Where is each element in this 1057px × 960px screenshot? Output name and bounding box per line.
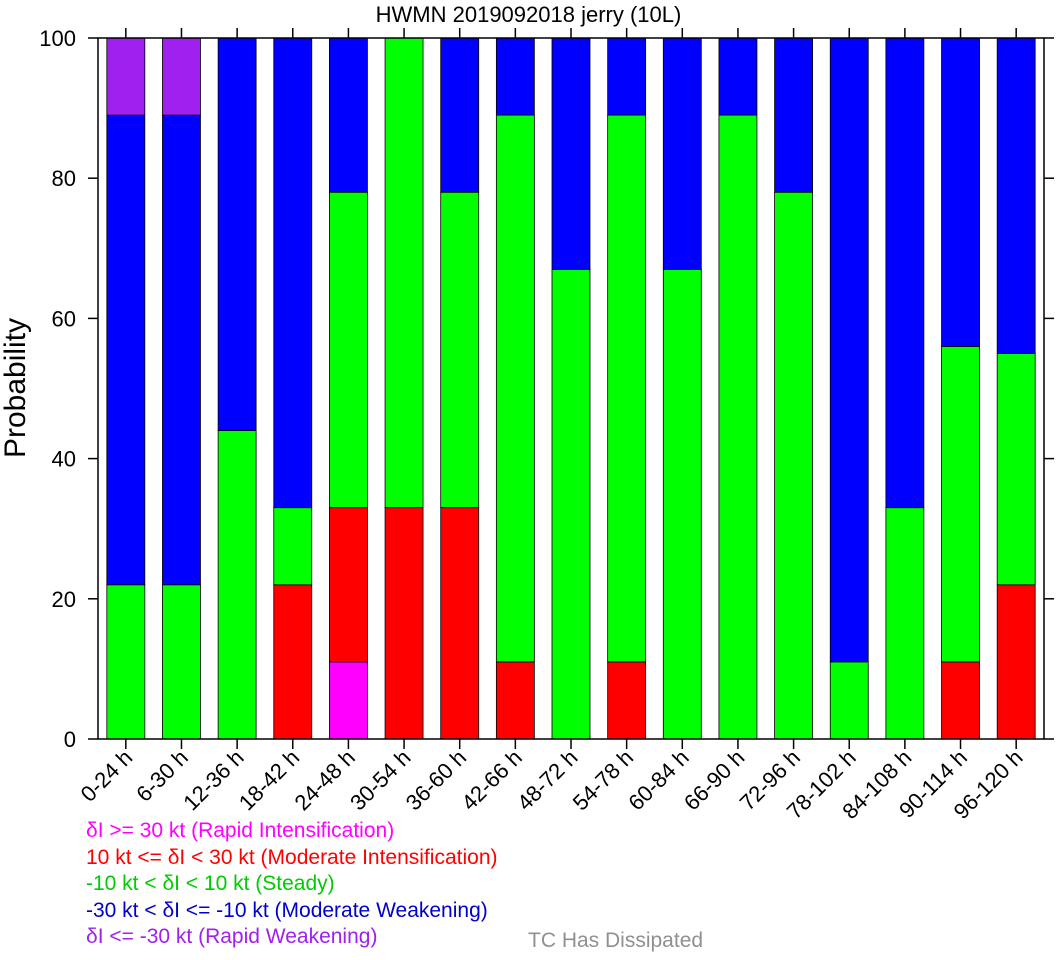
legend-item-rapid-intensification: δI >= 30 kt (Rapid Intensification) xyxy=(86,819,395,842)
y-tick-label: 40 xyxy=(52,447,76,472)
y-tick-label: 0 xyxy=(64,727,76,752)
bar-42-66h-series-3 xyxy=(495,37,535,116)
bar-24-48h-series-0 xyxy=(329,661,368,740)
bar-30-54h-series-2 xyxy=(384,37,424,509)
y-tick-label: 100 xyxy=(39,26,76,51)
bar-90-114h-series-1 xyxy=(941,661,980,740)
y-tick-label: 80 xyxy=(52,166,76,191)
y-axis: 0 20 40 60 80 100 xyxy=(39,26,1054,752)
legend-item-dissipated: TC Has Dissipated xyxy=(528,929,704,952)
x-tick-label: 0-24 h xyxy=(76,745,138,807)
x-tick-label: 54-78 h xyxy=(568,745,638,815)
bar-24-48h-series-1 xyxy=(329,507,368,663)
bar-6-30h-series-4 xyxy=(162,37,201,116)
x-tick-label: 36-60 h xyxy=(401,745,471,815)
bar-90-114h-series-2 xyxy=(941,346,980,663)
bar-96-120h-series-3 xyxy=(996,37,1036,354)
bar-36-60h-series-1 xyxy=(440,507,480,740)
legend: δI >= 30 kt (Rapid Intensification) 10 k… xyxy=(86,818,498,951)
legend-item-moderate-weakening: -30 kt < δI <= -10 kt (Moderate Weakenin… xyxy=(86,898,488,922)
bar-18-42h-series-3 xyxy=(273,37,313,509)
bar-24-48h-series-2 xyxy=(329,191,368,509)
bar-30-54h-series-1 xyxy=(384,507,424,740)
bar-60-84h-series-2 xyxy=(662,268,702,740)
bar-60-84h-series-3 xyxy=(662,37,702,270)
bar-42-66h-series-1 xyxy=(495,661,535,740)
bar-0-24h-series-4 xyxy=(106,37,146,116)
legend-item-rapid-weakening: δI <= -30 kt (Rapid Weakening) xyxy=(86,925,378,948)
chart-title: HWMN 2019092018 jerry (10L) xyxy=(375,2,682,27)
bar-84-108h-series-3 xyxy=(885,37,925,509)
bar-54-78h-series-2 xyxy=(607,114,647,663)
bar-54-78h-series-3 xyxy=(607,37,647,116)
bar-12-36h-series-2 xyxy=(217,430,257,740)
bar-66-90h-series-2 xyxy=(718,114,758,740)
x-tick-label: 60-84 h xyxy=(623,745,693,815)
bar-48-72h-series-3 xyxy=(551,37,591,270)
y-tick-label: 20 xyxy=(52,587,76,612)
bar-78-102h-series-2 xyxy=(829,661,869,740)
legend-item-steady: -10 kt < δI < 10 kt (Steady) xyxy=(86,872,335,895)
bar-36-60h-series-2 xyxy=(440,191,480,509)
bar-78-102h-series-3 xyxy=(829,37,869,663)
bar-6-30h-series-3 xyxy=(162,114,201,586)
bar-96-120h-series-1 xyxy=(996,584,1036,740)
legend-item-moderate-intensification: 10 kt <= δI < 30 kt (Moderate Intensific… xyxy=(86,845,498,869)
bar-24-48h-series-3 xyxy=(329,37,368,193)
bar-66-90h-series-3 xyxy=(718,37,758,116)
bar-90-114h-series-3 xyxy=(941,37,980,347)
x-tick-label: 12-36 h xyxy=(178,745,248,815)
bars-layer xyxy=(106,37,1036,740)
x-tick-label: 24-48 h xyxy=(290,745,360,815)
bar-0-24h-series-3 xyxy=(106,114,146,586)
bar-42-66h-series-2 xyxy=(495,114,535,663)
bar-84-108h-series-2 xyxy=(885,507,925,740)
bar-48-72h-series-2 xyxy=(551,268,591,740)
bar-96-120h-series-2 xyxy=(996,353,1036,586)
bar-72-96h-series-3 xyxy=(774,37,813,193)
bar-72-96h-series-2 xyxy=(774,191,813,740)
bar-6-30h-series-2 xyxy=(162,584,201,740)
x-tick-label: 66-90 h xyxy=(679,745,749,815)
bar-36-60h-series-3 xyxy=(440,37,480,193)
x-tick-label: 48-72 h xyxy=(512,745,582,815)
bar-18-42h-series-2 xyxy=(273,507,313,586)
x-tick-label: 18-42 h xyxy=(234,745,304,815)
bar-18-42h-series-1 xyxy=(273,584,313,740)
bar-54-78h-series-1 xyxy=(607,661,647,740)
y-tick-label: 60 xyxy=(52,306,76,331)
bar-0-24h-series-2 xyxy=(106,584,146,740)
x-tick-label: 30-54 h xyxy=(345,745,415,815)
x-tick-label: 42-66 h xyxy=(456,745,526,815)
bar-12-36h-series-3 xyxy=(217,37,257,431)
